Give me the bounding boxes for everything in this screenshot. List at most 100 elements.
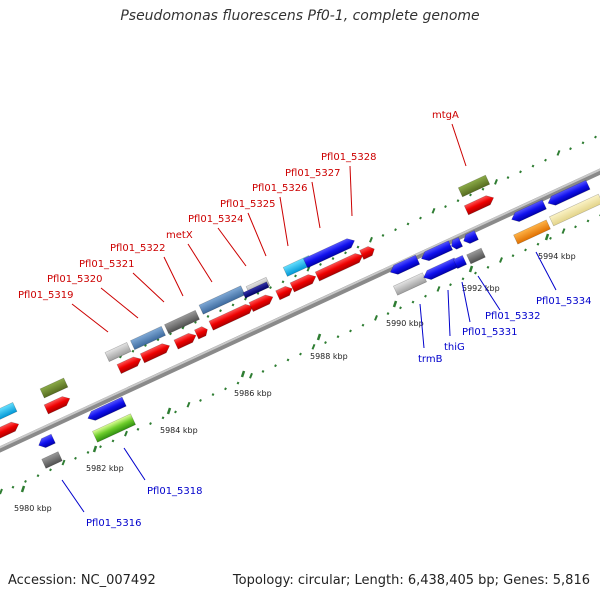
- gene-feature: [389, 254, 421, 275]
- gene-feature: [463, 195, 495, 216]
- gene-feature: [41, 451, 63, 469]
- leader-line: [163, 256, 184, 297]
- gene-feature: [173, 333, 197, 350]
- gene-feature: [466, 247, 486, 265]
- gene-label: metX: [166, 230, 193, 241]
- gene-feature: [104, 342, 132, 362]
- gene-feature: [43, 396, 71, 415]
- major-tick: [316, 333, 322, 341]
- gene-label: Pfl01_5332: [485, 311, 541, 322]
- leader-line: [217, 227, 247, 267]
- gene-label: Pfl01_5325: [220, 199, 276, 210]
- gene-feature: [457, 174, 491, 198]
- leader-line: [279, 196, 289, 247]
- major-tick: [20, 485, 26, 493]
- gene-label: Pfl01_5327: [285, 168, 341, 179]
- gene-feature: [451, 236, 464, 250]
- gene-label: trmB: [418, 354, 443, 365]
- gene-feature: [392, 272, 428, 296]
- tick-label: 5988 kbp: [310, 352, 348, 361]
- gene-feature: [421, 240, 454, 262]
- tick-label: 5980 kbp: [14, 504, 52, 513]
- gene-feature: [87, 396, 127, 421]
- gene-feature: [452, 254, 468, 270]
- gene-feature: [548, 193, 600, 227]
- outer-tick-marks: [119, 135, 597, 359]
- leader-line: [187, 243, 213, 283]
- major-tick: [166, 407, 172, 415]
- major-tick: [92, 445, 98, 453]
- gene-label: mtgA: [432, 110, 459, 121]
- major-tick: [544, 233, 550, 241]
- leader-line: [349, 165, 353, 217]
- gene-feature: [302, 238, 355, 269]
- gene-feature: [248, 294, 274, 312]
- tick-label: 5990 kbp: [386, 319, 424, 328]
- gene-feature: [208, 304, 254, 331]
- leader-line: [451, 123, 467, 167]
- gene-label: thiG: [444, 342, 465, 353]
- gene-feature: [0, 402, 18, 422]
- tick-label: 5984 kbp: [160, 426, 198, 435]
- leader-line: [132, 272, 165, 303]
- leader-line: [311, 181, 321, 229]
- leader-line: [535, 251, 557, 291]
- topology-label: Topology: circular; Length: 6,438,405 bp…: [232, 573, 590, 588]
- gene-feature: [164, 309, 200, 335]
- leader-line: [247, 212, 267, 257]
- gene-feature: [289, 274, 317, 293]
- leader-line: [461, 281, 471, 323]
- gene-feature: [275, 286, 293, 301]
- gene-feature: [463, 230, 479, 244]
- major-tick: [240, 370, 246, 378]
- gene-feature: [511, 199, 547, 222]
- position-scale: 5980 kbp 5982 kbp 5984 kbp 5986 kbp 5988 kbp…: [14, 233, 576, 513]
- gene-label: Pfl01_5320: [47, 274, 103, 285]
- gene-feature: [513, 219, 551, 245]
- gene-feature: [242, 281, 270, 299]
- gene-label: Pfl01_5319: [18, 290, 74, 301]
- major-tick: [392, 300, 398, 308]
- gene-label: Pfl01_5334: [536, 296, 592, 307]
- gene-label: Pfl01_5321: [79, 259, 135, 270]
- gene-feature: [92, 413, 136, 443]
- tick-label: 5982 kbp: [86, 464, 124, 473]
- gene-features: [0, 174, 600, 469]
- gene-label: Pfl01_5328: [321, 152, 377, 163]
- gene-feature: [0, 421, 20, 441]
- genome-backbone: [0, 168, 600, 453]
- map-title: Pseudomonas fluorescens Pf0-1, complete …: [120, 8, 480, 24]
- gene-labels: Pfl01_5319 Pfl01_5320 Pfl01_5321 Pfl01_5322…: [18, 110, 592, 529]
- gene-feature: [547, 179, 591, 206]
- leader-line: [100, 287, 139, 319]
- leader-line: [71, 303, 109, 333]
- accession-label: Accession: NC_007492: [8, 573, 156, 588]
- leader-line: [477, 275, 501, 311]
- gene-feature: [130, 325, 166, 351]
- gene-feature: [139, 343, 171, 364]
- gene-label: Pfl01_5316: [86, 518, 142, 529]
- major-tick: [468, 265, 474, 273]
- tick-label: 5986 kbp: [234, 389, 272, 398]
- gene-label: Pfl01_5322: [110, 243, 166, 254]
- gene-label: Pfl01_5326: [252, 183, 308, 194]
- leader-line: [123, 447, 146, 481]
- gene-feature: [314, 253, 364, 282]
- gene-feature: [39, 377, 69, 399]
- leader-line: [61, 479, 85, 513]
- label-leaders: [61, 123, 557, 513]
- gene-label: Pfl01_5318: [147, 486, 203, 497]
- tick-label: 5992 kbp: [462, 284, 500, 293]
- gene-feature: [38, 433, 56, 448]
- gene-label: Pfl01_5324: [188, 214, 244, 225]
- tick-label: 5994 kbp: [538, 252, 576, 261]
- gene-feature: [194, 326, 208, 340]
- inner-tick-marks: [0, 213, 600, 495]
- gene-feature: [116, 356, 142, 374]
- gene-label: Pfl01_5331: [462, 327, 518, 338]
- gene-feature: [423, 257, 459, 280]
- gene-feature: [359, 246, 375, 260]
- leader-line: [419, 303, 425, 349]
- leader-line: [447, 289, 451, 337]
